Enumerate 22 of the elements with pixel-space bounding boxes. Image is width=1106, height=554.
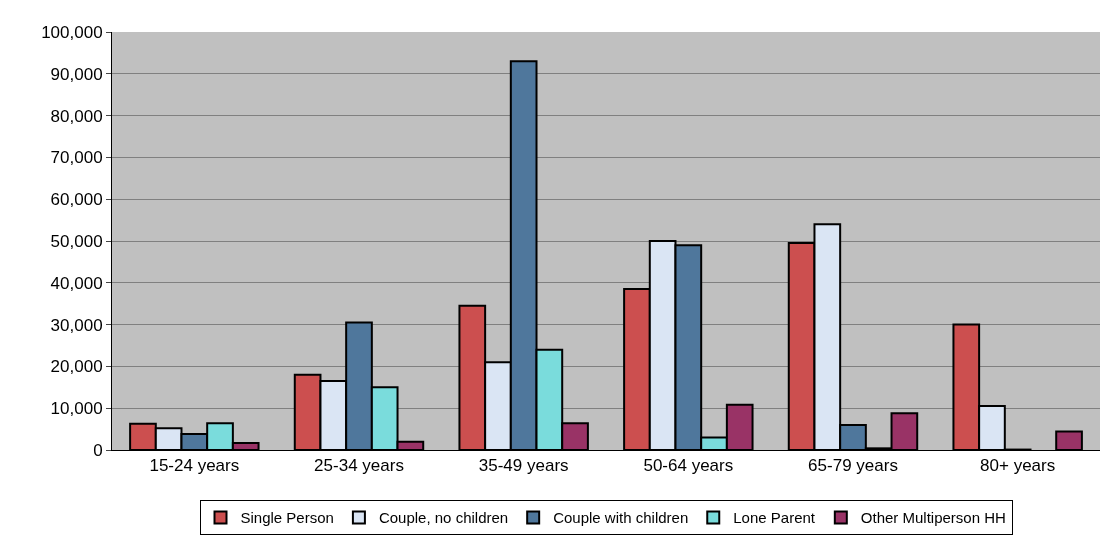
y-tick-label: 30,000 xyxy=(50,315,103,335)
y-tick-label: 60,000 xyxy=(50,190,103,210)
x-tick-label: 50-64 years xyxy=(643,456,734,476)
legend-label: Lone Parent xyxy=(733,509,816,527)
x-tick-label: 65-79 years xyxy=(808,456,898,476)
y-tick-label: 0 xyxy=(93,440,103,460)
legend-label: Couple, no children xyxy=(378,509,509,527)
x-tick-label: 80+ years xyxy=(980,456,1056,476)
x-tick-label: 35-49 years xyxy=(478,456,569,476)
y-tick-label: 80,000 xyxy=(50,106,103,126)
legend-label: Single Person xyxy=(240,509,334,527)
y-tick-label: 100,000 xyxy=(41,22,103,42)
y-tick-label: 40,000 xyxy=(50,273,103,293)
y-tick-label: 90,000 xyxy=(50,64,103,84)
y-tick-label: 50,000 xyxy=(50,231,103,251)
x-tick-label: 15-24 years xyxy=(149,456,240,476)
y-tick-label: 10,000 xyxy=(50,399,103,419)
legend-label: Couple with children xyxy=(553,509,689,527)
y-tick-label: 20,000 xyxy=(50,357,103,377)
y-tick-label: 70,000 xyxy=(50,148,103,168)
x-tick-label: 25-34 years xyxy=(314,456,404,476)
legend-label: Other Multiperson HH xyxy=(860,509,1006,527)
